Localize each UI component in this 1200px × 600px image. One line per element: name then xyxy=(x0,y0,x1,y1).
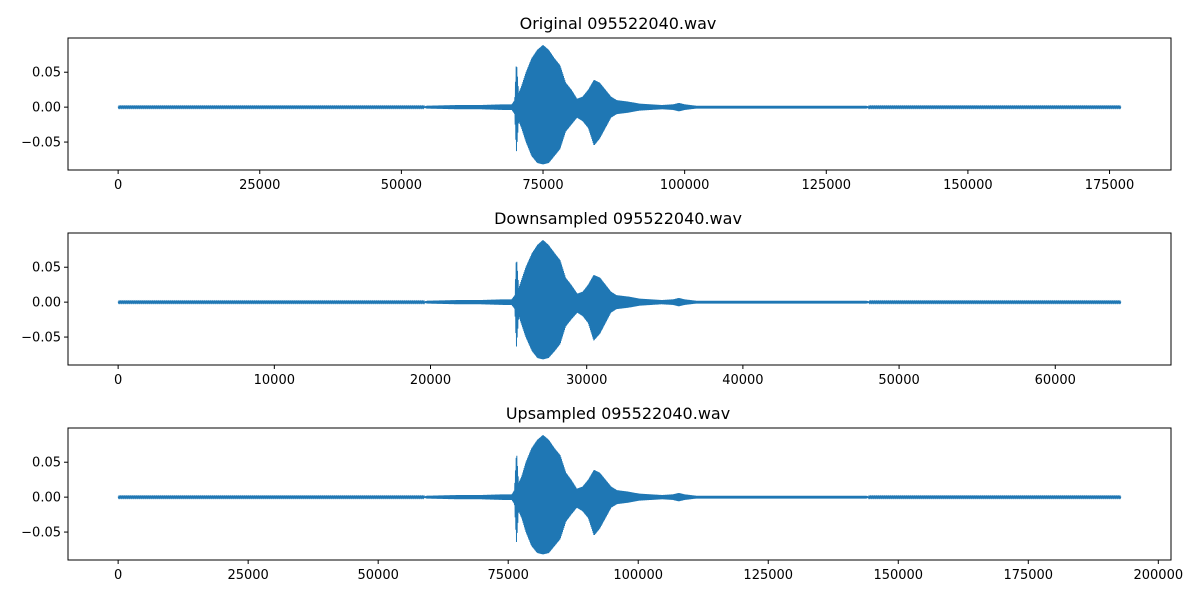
x-tick-label: 75000 xyxy=(488,568,529,583)
x-axis: 0 10000 20000 30000 40000 50000 60000 xyxy=(114,365,1076,388)
x-tick-label: 200000 xyxy=(1133,568,1183,583)
waveform-line xyxy=(117,435,1122,555)
x-tick-label: 60000 xyxy=(1035,373,1076,388)
x-tick-label: 125000 xyxy=(801,178,851,193)
chart-title: Original 095522040.wav xyxy=(520,14,717,33)
y-axis: 0.05 0.00 −0.05 xyxy=(21,261,68,346)
chart-title: Downsampled 095522040.wav xyxy=(494,209,742,228)
x-tick-label: 40000 xyxy=(722,373,763,388)
y-tick-label: 0.05 xyxy=(32,66,61,81)
subplot-upsampled: Upsampled 095522040.wav 0 25000 50000 75000… xyxy=(21,404,1183,583)
waveform-line xyxy=(117,45,1122,165)
x-axis: 0 25000 50000 75000 100000 125000 150000 175000… xyxy=(114,560,1183,583)
x-tick-label: 100000 xyxy=(660,178,710,193)
chart-title: Upsampled 095522040.wav xyxy=(506,404,730,423)
y-tick-label: 0.00 xyxy=(32,101,61,116)
x-tick-label: 175000 xyxy=(1003,568,1053,583)
y-tick-label: 0.00 xyxy=(32,296,61,311)
y-tick-label: 0.05 xyxy=(32,261,61,276)
x-tick-label: 0 xyxy=(114,373,122,388)
x-tick-label: 50000 xyxy=(358,568,399,583)
y-tick-label: −0.05 xyxy=(21,526,61,541)
y-axis: 0.05 0.00 −0.05 xyxy=(21,456,68,541)
subplot-downsampled: Downsampled 095522040.wav 0 10000 20000 300… xyxy=(21,209,1172,388)
x-tick-label: 50000 xyxy=(878,373,919,388)
y-tick-label: −0.05 xyxy=(21,331,61,346)
x-tick-label: 0 xyxy=(114,178,122,193)
x-tick-label: 25000 xyxy=(239,178,280,193)
y-axis: 0.05 0.00 −0.05 xyxy=(21,66,68,151)
y-tick-label: −0.05 xyxy=(21,136,61,151)
subplot-original: Original 095522040.wav 0 25000 50000 75000 1… xyxy=(21,14,1172,193)
x-tick-label: 30000 xyxy=(566,373,607,388)
x-axis: 0 25000 50000 75000 100000 125000 150000 175000 xyxy=(114,170,1134,193)
y-tick-label: 0.05 xyxy=(32,456,61,471)
x-tick-label: 125000 xyxy=(743,568,793,583)
x-tick-label: 150000 xyxy=(873,568,923,583)
x-tick-label: 150000 xyxy=(943,178,993,193)
y-tick-label: 0.00 xyxy=(32,491,61,506)
x-tick-label: 100000 xyxy=(613,568,663,583)
x-tick-label: 10000 xyxy=(254,373,295,388)
x-tick-label: 50000 xyxy=(381,178,422,193)
x-tick-label: 0 xyxy=(114,568,122,583)
x-tick-label: 175000 xyxy=(1085,178,1135,193)
x-tick-label: 20000 xyxy=(410,373,451,388)
waveform-line xyxy=(117,240,1122,360)
x-tick-label: 75000 xyxy=(522,178,563,193)
x-tick-label: 25000 xyxy=(227,568,268,583)
